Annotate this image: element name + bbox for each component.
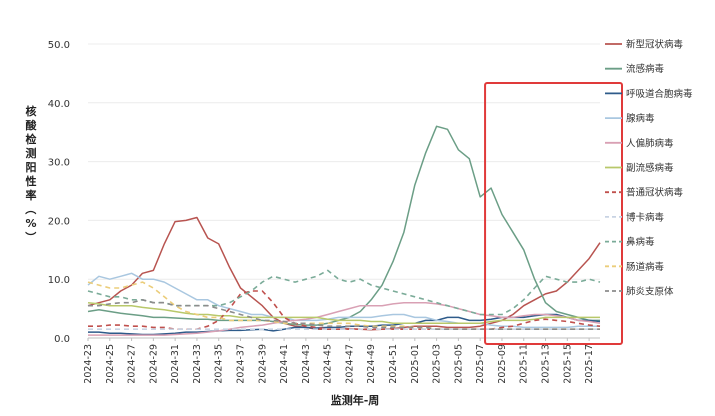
x-tick-label: 2024-43 [301, 344, 312, 384]
y-axis-title-char: 检 [26, 132, 37, 146]
series-line-10 [87, 281, 600, 331]
x-tick-label: 2025-15 [562, 344, 573, 384]
legend-label: 肠道病毒 [626, 261, 665, 273]
gridlines [88, 43, 600, 339]
highlight-box [484, 82, 624, 345]
x-axis-title: 监测年-周 [331, 393, 380, 407]
x-axis-ticks: 2024-23 2024-25 2024-27 2024-29 2024-31 2024-… [83, 338, 595, 384]
x-tick-label: 2024-45 [323, 344, 334, 384]
x-tick-label: 2025-09 [497, 344, 508, 384]
series-line-4 [87, 272, 600, 329]
y-axis-title-char: 率 [26, 188, 37, 202]
y-tick-label: 20.0 [48, 216, 70, 227]
x-tick-label: 2025-07 [475, 344, 486, 384]
y-tick-label: 0.0 [54, 334, 70, 345]
x-tick-label: 2024-49 [366, 344, 377, 384]
y-axis-title-char: % [25, 217, 36, 230]
x-tick-label: 2024-31 [170, 344, 181, 384]
y-axis-ticks: 0.0 10.0 20.0 30.0 40.0 50.0 [48, 40, 70, 345]
legend-label: 普通冠状病毒 [626, 187, 684, 199]
y-tick-label: 10.0 [48, 275, 70, 286]
series-line-2 [87, 125, 600, 326]
y-tick-label: 50.0 [48, 40, 70, 51]
y-axis-title-char: 阳 [26, 160, 37, 174]
series-line-11 [88, 298, 600, 331]
x-tick-label: 2025-13 [541, 344, 552, 384]
x-tick-label: 2024-39 [257, 344, 268, 384]
legend-label: 副流感病毒 [626, 162, 674, 174]
y-tick-label: 30.0 [48, 158, 70, 169]
x-tick-label: 2025-01 [410, 344, 421, 384]
x-tick-label: 2025-17 [584, 344, 595, 384]
series-line-6 [87, 301, 600, 325]
legend: 新型冠状病毒流感病毒呼吸道合胞病毒腺病毒人偏肺病毒副流感病毒普通冠状病毒博卡病毒… [605, 39, 693, 298]
legend-label: 流感病毒 [626, 63, 665, 75]
y-axis-title-char: 酸 [26, 118, 38, 132]
x-tick-label: 2024-37 [236, 344, 247, 384]
x-tick-label: 2024-47 [344, 344, 355, 384]
x-tick-label: 2025-05 [453, 344, 464, 384]
y-tick-label: 40.0 [48, 99, 70, 110]
legend-label: 呼吸道合胞病毒 [626, 88, 693, 100]
series-line-1 [87, 216, 601, 331]
x-tick-label: 2024-25 [105, 344, 116, 384]
x-tick-label: 2024-35 [214, 344, 225, 384]
series-line-9 [87, 269, 601, 316]
y-axis-title-char: 性 [26, 174, 37, 188]
x-tick-label: 2024-51 [388, 344, 399, 384]
legend-label: 人偏肺病毒 [626, 137, 674, 149]
x-tick-label: 2025-11 [519, 344, 530, 384]
y-axis-title-char: 测 [26, 146, 37, 160]
x-tick-label: 2025-03 [432, 344, 443, 384]
series-line-5 [88, 301, 601, 336]
legend-label: 新型冠状病毒 [626, 39, 684, 51]
x-tick-label: 2024-41 [279, 344, 290, 384]
legend-label: 腺病毒 [626, 113, 655, 125]
legend-label: 鼻病毒 [626, 236, 655, 248]
legend-label: 肺炎支原体 [626, 286, 674, 298]
y-axis-title-char: 核 [26, 104, 37, 118]
x-tick-label: 2024-29 [148, 344, 159, 384]
x-tick-label: 2024-27 [127, 344, 138, 384]
x-tick-label: 2024-33 [192, 344, 203, 384]
series-lines [87, 125, 601, 336]
y-axis-title-char: （ [24, 204, 37, 215]
legend-label: 博卡病毒 [626, 211, 665, 223]
x-tick-label: 2024-23 [83, 344, 94, 384]
y-axis-title-char: ） [24, 232, 37, 243]
